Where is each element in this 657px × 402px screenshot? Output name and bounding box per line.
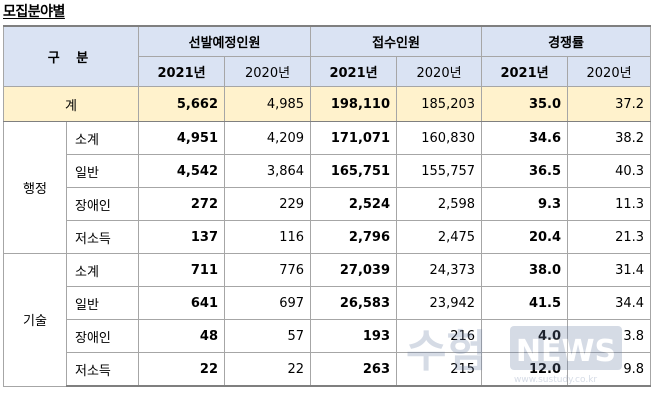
row-label: 일반 xyxy=(65,286,140,320)
table-cell: 711 xyxy=(138,253,226,287)
table-cell: 2,796 xyxy=(310,220,398,254)
table-cell: 31.4 xyxy=(567,253,652,287)
row-label: 장애인 xyxy=(65,319,140,353)
table-row: 장애인 48 57 193 216 4.0 3.8 xyxy=(4,319,652,353)
row-label: 저소득 xyxy=(65,220,140,254)
table-cell: 229 xyxy=(224,187,312,221)
table-cell: 116 xyxy=(224,220,312,254)
table-cell: 641 xyxy=(138,286,226,320)
table-cell: 3.8 xyxy=(567,319,652,353)
table-cell: 23,942 xyxy=(396,286,483,320)
table-cell: 41.5 xyxy=(481,286,569,320)
table-cell: 2,598 xyxy=(396,187,483,221)
header-year: 2021년 xyxy=(138,56,226,87)
table-cell: 2,475 xyxy=(396,220,483,254)
header-year: 2020년 xyxy=(396,56,483,87)
table-cell: 24,373 xyxy=(396,253,483,287)
table-cell: 215 xyxy=(396,352,483,387)
table-cell: 4,542 xyxy=(138,154,226,188)
table-cell: 9.3 xyxy=(481,187,569,221)
table-cell: 11.3 xyxy=(567,187,652,221)
table-cell: 26,583 xyxy=(310,286,398,320)
header-year: 2021년 xyxy=(481,56,569,87)
table-cell: 12.0 xyxy=(481,352,569,387)
table-row: 저소득 137 116 2,796 2,475 20.4 21.3 xyxy=(4,220,652,254)
table-cell: 4.0 xyxy=(481,319,569,353)
total-label: 계 xyxy=(2,86,140,122)
table-cell: 40.3 xyxy=(567,154,652,188)
table-cell: 34.6 xyxy=(481,121,569,155)
table-cell: 165,751 xyxy=(310,154,398,188)
table-cell: 21.3 xyxy=(567,220,652,254)
table-cell: 20.4 xyxy=(481,220,569,254)
table-cell: 216 xyxy=(396,319,483,353)
table-cell: 22 xyxy=(138,352,226,387)
table-cell: 198,110 xyxy=(310,86,398,122)
category-label: 기술 xyxy=(3,253,67,387)
row-label: 장애인 xyxy=(65,187,140,221)
table-cell: 37.2 xyxy=(567,86,652,122)
row-label: 소계 xyxy=(65,121,140,155)
table-cell: 34.4 xyxy=(567,286,652,320)
table-row: 장애인 272 229 2,524 2,598 9.3 11.3 xyxy=(4,187,652,221)
section-title: 모집분야별 xyxy=(3,4,65,20)
table-row: 일반 641 697 26,583 23,942 41.5 34.4 xyxy=(4,286,652,320)
header-applicants: 접수인원 xyxy=(310,25,483,57)
table-cell: 697 xyxy=(224,286,312,320)
table-cell: 185,203 xyxy=(396,86,483,122)
table-cell: 5,662 xyxy=(138,86,226,122)
table-cell: 272 xyxy=(138,187,226,221)
table-cell: 2,524 xyxy=(310,187,398,221)
table-cell: 57 xyxy=(224,319,312,353)
table-cell: 27,039 xyxy=(310,253,398,287)
table-cell: 36.5 xyxy=(481,154,569,188)
row-label: 저소득 xyxy=(65,352,140,387)
total-row: 계 5,662 4,985 198,110 185,203 35.0 37.2 xyxy=(2,86,652,122)
header-planned: 선발예정인원 xyxy=(138,25,312,57)
table-row: 일반 4,542 3,864 165,751 155,757 36.5 40.3 xyxy=(4,154,652,188)
row-label: 소계 xyxy=(65,253,140,287)
header-year: 2021년 xyxy=(310,56,398,87)
table-cell: 4,951 xyxy=(138,121,226,155)
table-cell: 4,209 xyxy=(224,121,312,155)
table-cell: 263 xyxy=(310,352,398,387)
table-cell: 776 xyxy=(224,253,312,287)
header-competition: 경쟁률 xyxy=(481,25,652,57)
table-row: 행정 소계 4,951 4,209 171,071 160,830 34.6 3… xyxy=(3,121,652,254)
header-year: 2020년 xyxy=(567,56,652,87)
header-year: 2020년 xyxy=(224,56,312,87)
table-cell: 171,071 xyxy=(310,121,398,155)
table-cell: 160,830 xyxy=(396,121,483,155)
table-cell: 9.8 xyxy=(567,352,652,387)
table-cell: 193 xyxy=(310,319,398,353)
recruitment-table: 구 분 선발예정인원 접수인원 경쟁률 2021년 2020년 2021년 20… xyxy=(2,25,652,387)
header-row-years: 2021년 2020년 2021년 2020년 2021년 2020년 xyxy=(4,56,652,87)
table-cell: 22 xyxy=(224,352,312,387)
table-cell: 3,864 xyxy=(224,154,312,188)
table-cell: 4,985 xyxy=(224,86,312,122)
table-cell: 48 xyxy=(138,319,226,353)
table-cell: 38.2 xyxy=(567,121,652,155)
table-row: 기술 소계 711 776 27,039 24,373 38.0 31.4 xyxy=(3,253,652,387)
header-row-groups: 구 분 선발예정인원 접수인원 경쟁률 xyxy=(2,25,652,87)
table-cell: 35.0 xyxy=(481,86,569,122)
table-cell: 38.0 xyxy=(481,253,569,287)
header-gubun: 구 분 xyxy=(2,25,140,87)
table-row: 저소득 22 22 263 215 12.0 9.8 xyxy=(4,352,652,387)
row-label: 일반 xyxy=(65,154,140,188)
category-label: 행정 xyxy=(3,121,67,254)
table-cell: 137 xyxy=(138,220,226,254)
table-cell: 155,757 xyxy=(396,154,483,188)
